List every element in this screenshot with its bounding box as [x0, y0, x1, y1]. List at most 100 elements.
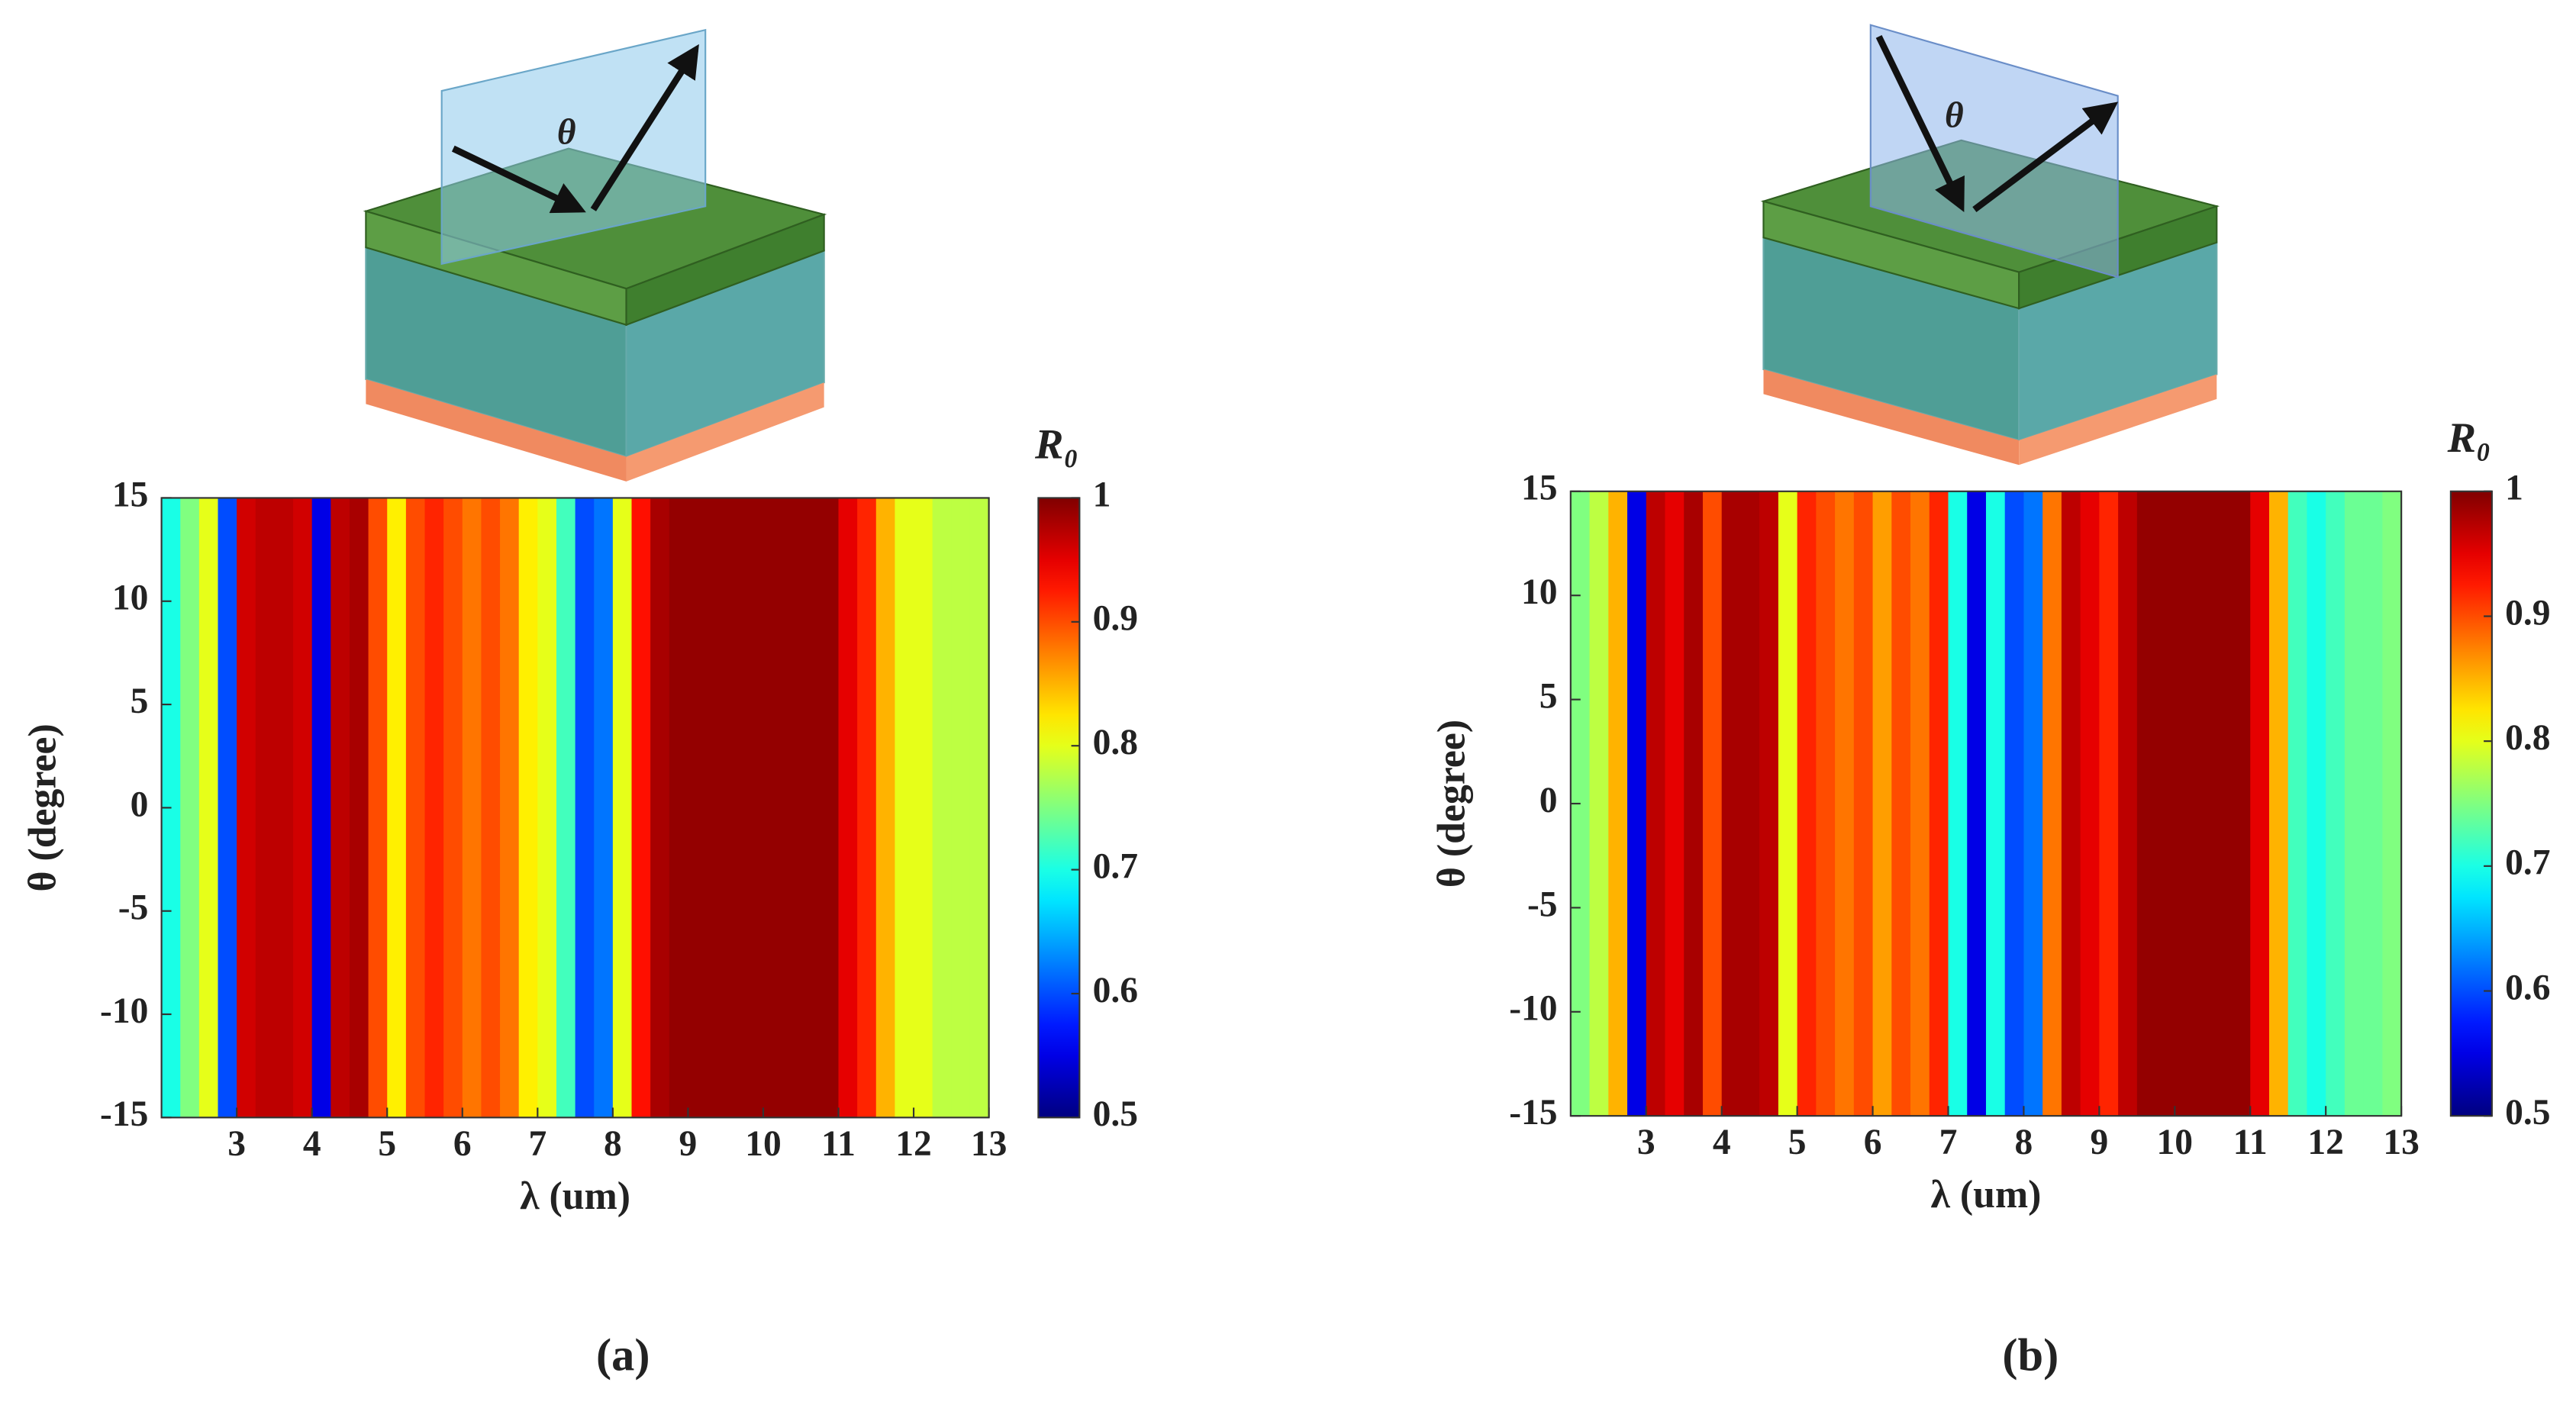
heatmap-cell	[2194, 491, 2213, 1116]
heatmap-cell	[424, 498, 445, 1118]
x-tick-label: 3	[227, 1124, 246, 1164]
x-tick-label: 4	[303, 1124, 321, 1164]
heatmap-cell	[2042, 491, 2062, 1116]
heatmap-cell	[1646, 491, 1666, 1116]
heatmap-cell	[631, 498, 652, 1118]
heatmap-cell	[2175, 491, 2195, 1116]
heatmap-cell	[274, 498, 295, 1118]
heatmap-cell	[2268, 491, 2289, 1116]
heatmap-cell	[2326, 491, 2345, 1116]
heatmap-cell	[1967, 491, 1988, 1116]
illustration-a: θ	[363, 28, 827, 482]
colorbar-tick-label: 0.9	[1093, 599, 1138, 639]
heatmap-cell	[311, 498, 332, 1118]
heatmap-cell	[500, 498, 520, 1118]
heatmap-cell	[2099, 491, 2120, 1116]
x-tick-label: 13	[971, 1124, 1008, 1164]
theta-label: θ	[557, 112, 576, 152]
heatmap-cell	[969, 498, 990, 1118]
heatmap-cell	[857, 498, 877, 1118]
heatmap-cell	[2231, 491, 2252, 1116]
substrate-left	[1763, 369, 2020, 466]
heatmap-cell	[1740, 491, 1761, 1116]
substrate-left	[366, 379, 627, 482]
colorbar	[2449, 490, 2493, 1117]
heatmap-cell	[688, 498, 708, 1118]
heatmap-cell	[1684, 491, 1704, 1116]
heatmap-cell	[838, 498, 859, 1118]
colorbar-tick-label: 0.5	[2505, 1093, 2550, 1133]
heatmap-cell	[2287, 491, 2308, 1116]
y-tick-label: -15	[1509, 1093, 1557, 1133]
heatmap-cell	[1910, 491, 1930, 1116]
y-tick-label: 10	[1521, 572, 1558, 612]
x-tick-label: 12	[895, 1124, 932, 1164]
heatmap-cell	[744, 498, 765, 1118]
colorbar-tick-label: 1	[1093, 475, 1111, 514]
x-tick-label: 5	[1788, 1123, 1807, 1162]
incidence-plane	[1869, 24, 2119, 279]
heatmap-cell	[330, 498, 351, 1118]
y-tick-label: 0	[131, 785, 149, 824]
x-tick-label: 6	[1864, 1123, 1882, 1162]
x-tick-label: 3	[1637, 1123, 1656, 1162]
heatmap-cell	[801, 498, 821, 1118]
y-tick-label: 10	[112, 578, 149, 618]
heatmap-cell	[387, 498, 407, 1118]
x-tick-label: 10	[745, 1124, 782, 1164]
heatmap-cell	[762, 498, 783, 1118]
heatmap-cell	[2344, 491, 2365, 1116]
heatmap-cell	[1797, 491, 1817, 1116]
y-tick-label: 0	[1539, 781, 1558, 820]
heatmap-cell	[951, 498, 972, 1118]
x-tick-label: 8	[2015, 1123, 2033, 1162]
y-tick-label: -15	[100, 1094, 148, 1134]
heatmap-cell	[819, 498, 840, 1118]
y-tick-label: 5	[1539, 677, 1558, 717]
x-tick-label: 10	[2157, 1123, 2194, 1162]
colorbar-tick-label: 0.9	[2505, 593, 2550, 633]
heatmap-cell	[2136, 491, 2157, 1116]
y-tick-label: -10	[100, 991, 148, 1031]
y-tick-label: 5	[131, 682, 149, 721]
heatmap-cell	[1872, 491, 1893, 1116]
heatmap-cell	[2118, 491, 2138, 1116]
heatmap-cell	[1891, 491, 1912, 1116]
heatmap-cell	[1929, 491, 1949, 1116]
substrate-right	[2019, 374, 2217, 466]
heatmap-cell	[707, 498, 727, 1118]
heatmap-cell	[2307, 491, 2327, 1116]
heatmap-cell	[2363, 491, 2384, 1116]
panel-label: (a)	[596, 1330, 650, 1381]
heatmap-cell	[932, 498, 953, 1118]
heatmap-cell	[725, 498, 746, 1118]
heatmap-cell	[368, 498, 388, 1118]
y-tick-label: 15	[112, 475, 149, 514]
heatmap-cell	[782, 498, 802, 1118]
heatmap-cell	[594, 498, 614, 1118]
colorbar-tick-label: 0.7	[2505, 843, 2550, 883]
heatmap-cell	[1702, 491, 1723, 1116]
colorbar-tick-label: 0.5	[1093, 1094, 1138, 1134]
heatmap-cell	[2023, 491, 2044, 1116]
panel-label: (b)	[2002, 1330, 2059, 1381]
x-tick-label: 9	[2090, 1123, 2108, 1162]
heatmap-cell	[1665, 491, 1685, 1116]
x-tick-label: 9	[679, 1124, 698, 1164]
colorbar-tick-label: 0.6	[1093, 971, 1138, 1010]
heatmap-cell	[2382, 491, 2403, 1116]
heatmap-cell	[1759, 491, 1779, 1116]
heatmap-cell	[180, 498, 200, 1118]
y-tick-label: 15	[1521, 469, 1558, 508]
heatmap-cell	[612, 498, 633, 1118]
x-tick-label: 11	[2233, 1123, 2268, 1162]
heatmap-cell	[2080, 491, 2100, 1116]
heatmap-cell	[2155, 491, 2176, 1116]
heatmap-cell	[1853, 491, 1874, 1116]
heatmap-cell	[2212, 491, 2233, 1116]
x-tick-label: 4	[1713, 1123, 1731, 1162]
x-tick-label: 13	[2383, 1123, 2420, 1162]
x-axis-label: λ (um)	[1931, 1173, 2042, 1216]
heatmap-cell	[2250, 491, 2271, 1116]
heatmap-cell	[650, 498, 670, 1118]
